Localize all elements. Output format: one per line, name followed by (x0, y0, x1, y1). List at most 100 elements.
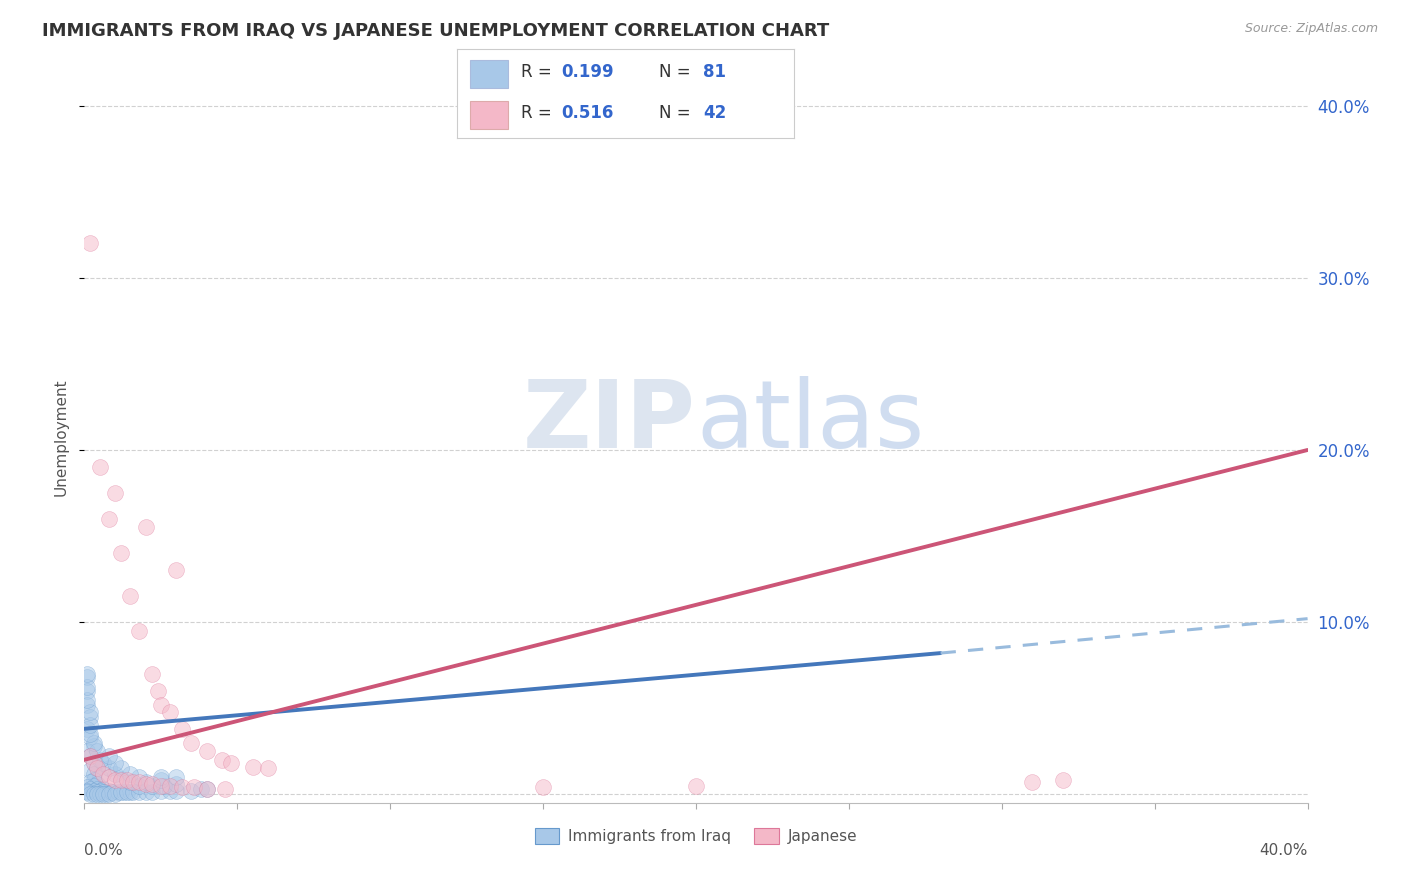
Point (195, 782, 218, 797)
Point (89, 770, 111, 784)
Point (83, 773, 105, 788)
Point (76, 670, 98, 684)
Point (91, 782, 114, 797)
Point (141, 785, 163, 799)
Point (214, 782, 236, 797)
Point (135, 520, 157, 534)
Text: 0.0%: 0.0% (84, 843, 124, 858)
Point (115, 785, 138, 799)
Point (122, 785, 145, 799)
Point (165, 564, 187, 578)
Text: 81: 81 (703, 63, 727, 81)
Text: N =: N = (659, 63, 696, 81)
Point (97, 770, 120, 784)
Point (83, 779, 105, 793)
Text: R =: R = (522, 63, 557, 81)
Point (79, 710, 101, 724)
Point (79, 731, 101, 745)
Point (159, 779, 181, 793)
Point (135, 777, 157, 791)
Point (86, 785, 108, 799)
Point (83, 756, 105, 771)
Point (172, 780, 194, 795)
Point (97, 783, 120, 797)
Point (180, 735, 202, 749)
Point (128, 770, 150, 784)
Point (128, 785, 150, 799)
Point (219, 756, 242, 771)
Point (110, 761, 132, 775)
Point (211, 753, 233, 767)
Point (180, 783, 202, 797)
Point (76, 783, 98, 797)
Text: 40.0%: 40.0% (1260, 843, 1308, 858)
Point (195, 782, 218, 797)
Point (83, 756, 105, 771)
Point (79, 782, 101, 797)
Point (89, 753, 111, 767)
Point (110, 546, 132, 560)
Point (76, 722, 98, 736)
Point (135, 775, 157, 789)
Point (128, 779, 150, 793)
Point (112, 785, 135, 799)
Point (76, 698, 98, 712)
Point (149, 770, 172, 784)
Point (1052, 773, 1074, 788)
Point (97, 787, 120, 801)
Point (110, 772, 132, 786)
Point (190, 782, 212, 797)
Point (120, 785, 142, 799)
Point (120, 589, 142, 603)
Point (101, 785, 124, 799)
Point (104, 486, 127, 500)
Point (110, 773, 132, 788)
Point (104, 766, 127, 780)
Point (141, 779, 163, 793)
Text: IMMIGRANTS FROM IRAQ VS JAPANESE UNEMPLOYMENT CORRELATION CHART: IMMIGRANTS FROM IRAQ VS JAPANESE UNEMPLO… (42, 22, 830, 40)
Point (83, 787, 105, 801)
Point (110, 785, 132, 799)
Point (79, 763, 101, 777)
Point (76, 780, 98, 795)
Point (146, 684, 169, 698)
Point (76, 744, 98, 758)
Point (79, 705, 101, 719)
FancyBboxPatch shape (471, 101, 508, 129)
Point (76, 785, 98, 799)
Point (159, 783, 181, 797)
Point (141, 777, 163, 791)
Point (86, 759, 108, 773)
Point (76, 692, 98, 706)
Point (76, 666, 98, 681)
Point (257, 761, 280, 775)
Point (76, 684, 98, 698)
Point (104, 787, 127, 801)
Point (128, 624, 150, 638)
Point (242, 759, 264, 773)
Point (97, 761, 120, 775)
Point (91, 756, 114, 771)
Point (76, 681, 98, 695)
Legend: Immigrants from Iraq, Japanese: Immigrants from Iraq, Japanese (529, 822, 863, 850)
Text: ZIP: ZIP (523, 376, 696, 468)
Point (1021, 775, 1043, 789)
Text: 0.199: 0.199 (561, 63, 614, 81)
Point (86, 782, 108, 797)
Point (86, 744, 108, 758)
Point (89, 460, 111, 475)
Point (94, 787, 117, 801)
Point (89, 783, 111, 797)
Point (101, 785, 124, 799)
Point (195, 744, 218, 758)
Point (86, 787, 108, 801)
Point (153, 779, 176, 793)
Text: Source: ZipAtlas.com: Source: ZipAtlas.com (1244, 22, 1378, 36)
Point (79, 727, 101, 741)
Point (685, 779, 707, 793)
Point (135, 785, 157, 799)
Point (86, 761, 108, 775)
Point (107, 785, 129, 799)
Point (79, 775, 101, 789)
Point (91, 787, 114, 801)
